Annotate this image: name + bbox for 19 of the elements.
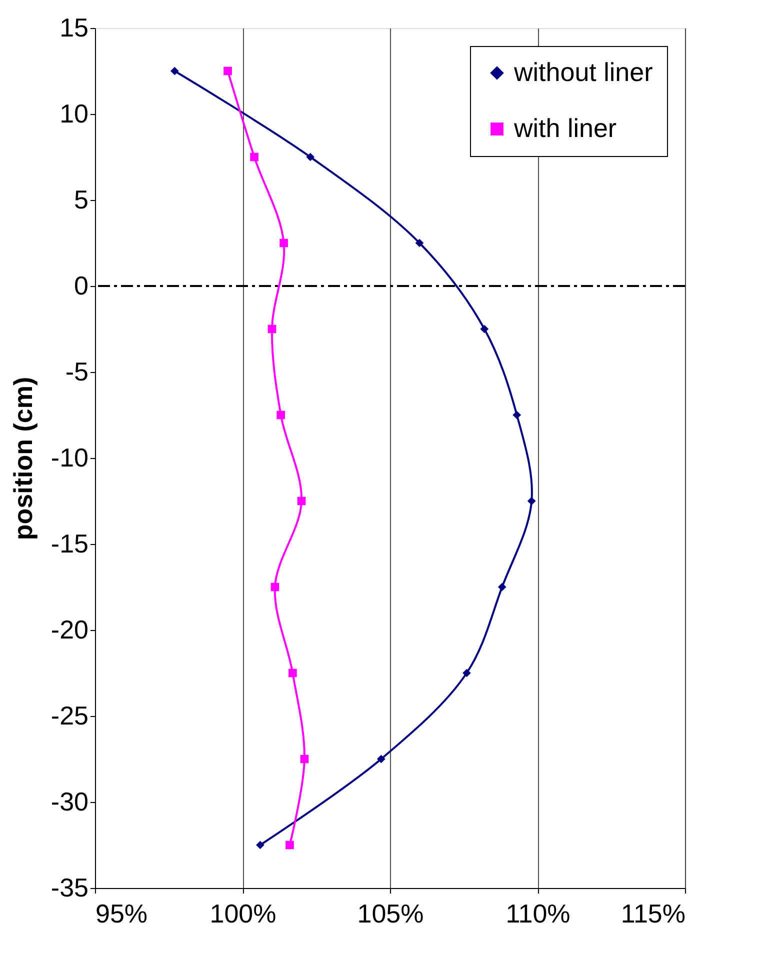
y-axis-title: position (cm) — [8, 376, 38, 540]
y-tick-label: 10 — [60, 98, 88, 128]
x-tick-label: 95% — [96, 898, 148, 928]
y-tick-label: -25 — [50, 700, 88, 730]
y-tick-label: -30 — [50, 786, 88, 816]
y-tick-label: -5 — [65, 356, 88, 386]
y-tick-label: -20 — [50, 614, 88, 644]
y-tick-label: -35 — [50, 872, 88, 902]
x-tick-label: 105% — [357, 898, 424, 928]
x-tick-label: 110% — [506, 898, 570, 928]
y-tick-label: 5 — [74, 184, 88, 214]
y-tick-label: -10 — [50, 442, 88, 472]
legend-label: with liner — [513, 113, 617, 143]
y-tick-label: -15 — [50, 528, 88, 558]
x-tick-label: 100% — [210, 898, 276, 928]
y-tick-label: 15 — [60, 12, 88, 42]
y-tick-label: 0 — [74, 270, 88, 300]
x-tick-label: 115% — [620, 898, 686, 928]
legend-label: without liner — [513, 57, 654, 87]
